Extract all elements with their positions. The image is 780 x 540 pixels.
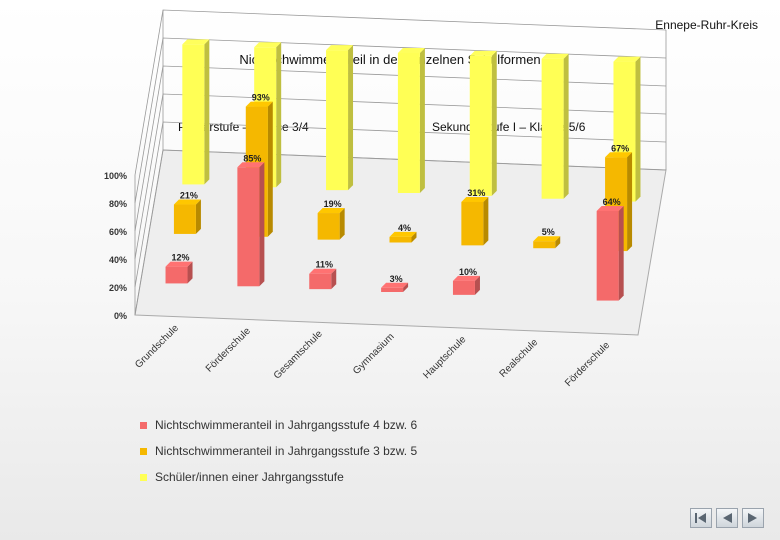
bar-series-3 bbox=[182, 39, 210, 185]
chart-legend: Nichtschwimmeranteil in Jahrgangsstufe 4… bbox=[140, 412, 417, 490]
data-label: 19% bbox=[324, 199, 342, 209]
data-label: 12% bbox=[172, 253, 190, 263]
x-tick-label: Hauptschule bbox=[421, 334, 468, 381]
bar-series-3 bbox=[469, 50, 497, 196]
first-slide-button[interactable] bbox=[690, 508, 712, 528]
x-tick-label: Realschule bbox=[498, 337, 541, 380]
y-tick-label: 20% bbox=[109, 283, 127, 293]
bar-series-3 bbox=[541, 53, 569, 199]
data-label: 3% bbox=[390, 274, 403, 284]
y-tick-label: 80% bbox=[109, 199, 127, 209]
data-label: 10% bbox=[459, 267, 477, 277]
y-tick-label: 40% bbox=[109, 255, 127, 265]
bar-series-3 bbox=[326, 45, 354, 191]
legend-item-series-2: Nichtschwimmeranteil in Jahrgangsstufe 3… bbox=[140, 438, 417, 464]
chart-title: Nichtschwimmeranteil in den einzelnen Sc… bbox=[239, 52, 541, 67]
x-tick-label: Förderschule bbox=[204, 325, 253, 374]
bar-series-1 bbox=[381, 282, 409, 292]
data-label: 31% bbox=[467, 188, 485, 198]
bar-series-2 bbox=[317, 208, 345, 240]
data-label: 67% bbox=[611, 143, 629, 153]
bar-series-1 bbox=[309, 268, 337, 290]
y-tick-label: 60% bbox=[109, 227, 127, 237]
data-label: 21% bbox=[180, 191, 198, 201]
first-slide-icon bbox=[695, 513, 706, 523]
legend-swatch-series-2 bbox=[140, 447, 147, 455]
organization-label: Ennepe-Ruhr-Kreis bbox=[655, 18, 758, 32]
legend-item-series-3: Schüler/innen einer Jahrgangsstufe bbox=[140, 464, 417, 490]
bar-series-3 bbox=[397, 48, 425, 193]
y-tick-label: 0% bbox=[114, 311, 127, 321]
bar-series-2 bbox=[389, 231, 417, 243]
previous-slide-button[interactable] bbox=[716, 508, 738, 528]
slide-navigation bbox=[690, 508, 764, 528]
x-tick-label: Gesamtschule bbox=[272, 328, 325, 381]
bar-series-2 bbox=[461, 196, 489, 246]
bar-series-1 bbox=[452, 275, 480, 295]
y-tick-label: 100% bbox=[104, 171, 127, 181]
data-label: 85% bbox=[243, 153, 261, 163]
bar-series-1 bbox=[237, 162, 265, 287]
legend-label-series-2: Nichtschwimmeranteil in Jahrgangsstufe 3… bbox=[155, 444, 418, 458]
bar-series-1 bbox=[596, 205, 624, 301]
x-tick-label: Förderschule bbox=[563, 340, 612, 389]
bar-series-1 bbox=[165, 261, 193, 284]
data-label: 5% bbox=[542, 227, 555, 237]
legend-item-series-1: Nichtschwimmeranteil in Jahrgangsstufe 4… bbox=[140, 412, 417, 438]
data-label: 11% bbox=[315, 260, 333, 270]
data-label: 64% bbox=[603, 197, 621, 207]
legend-label-series-3: Schüler/innen einer Jahrgangsstufe bbox=[155, 470, 344, 484]
legend-swatch-series-3 bbox=[140, 473, 147, 481]
legend-swatch-series-1 bbox=[140, 421, 147, 429]
next-slide-button[interactable] bbox=[742, 508, 764, 528]
next-slide-icon bbox=[748, 513, 757, 523]
bar-series-2 bbox=[533, 236, 561, 249]
previous-slide-icon bbox=[723, 513, 732, 523]
x-tick-label: Grundschule bbox=[133, 322, 181, 370]
data-label: 4% bbox=[398, 223, 411, 233]
x-tick-label: Gymnasium bbox=[351, 331, 397, 377]
legend-label-series-1: Nichtschwimmeranteil in Jahrgangsstufe 4… bbox=[155, 418, 418, 432]
data-label: 93% bbox=[252, 93, 270, 103]
bar-series-2 bbox=[173, 199, 201, 234]
